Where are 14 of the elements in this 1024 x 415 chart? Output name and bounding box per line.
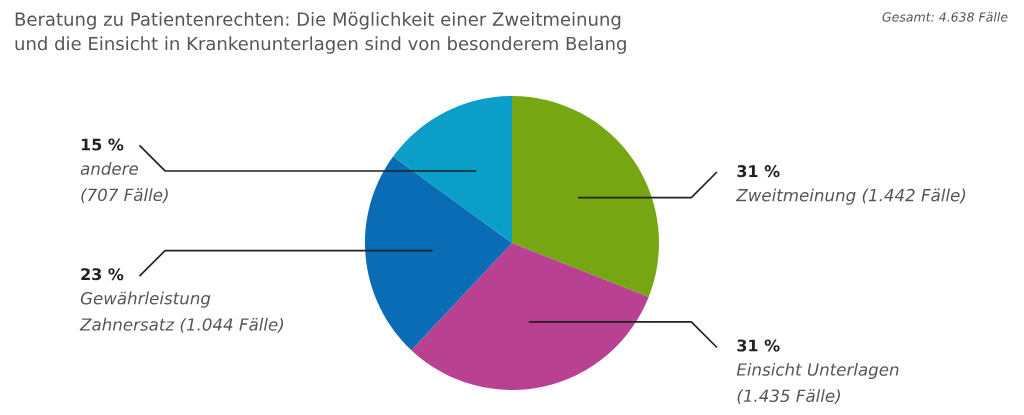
pie-slice <box>393 96 512 243</box>
data-label: 23 % <box>81 268 124 281</box>
data-label: 31 % <box>737 339 780 352</box>
pie-slice <box>512 96 659 298</box>
data-label: 15 % <box>81 138 124 151</box>
data-label: 31 % <box>737 165 780 178</box>
pie-slice <box>411 243 649 390</box>
slice-label: Zweitmeinung (1.442 Fälle) <box>735 188 966 205</box>
pie-slice <box>365 156 512 351</box>
slice-label: Gewährleistung Zahnersatz (1.044 Fälle) <box>79 291 284 333</box>
slice-label: Einsicht Unterlagen (1.435 Fälle) <box>736 362 899 405</box>
chart-title: Beratung zu Patientenrechten: Die Möglichkeit einer Zweitmeinung und die Einsicht in Krankenunterlagen sind von besonderem Belang <box>15 12 626 54</box>
slice-label: andere (707 Fälle) <box>80 161 168 204</box>
text: Gesamt: 4.638 Fälle <box>882 12 1008 22</box>
